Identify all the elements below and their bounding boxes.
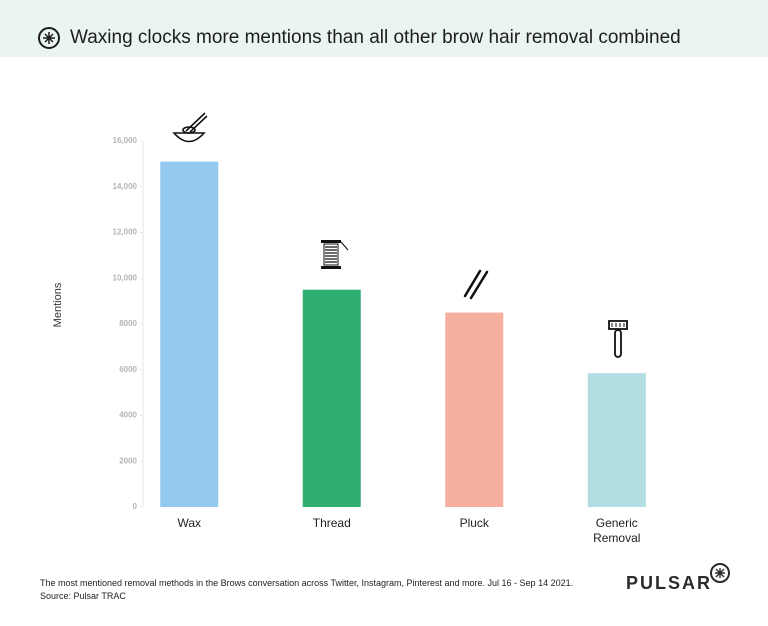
x-tick-label: Pluck <box>459 516 489 530</box>
y-tick-label: 6000 <box>119 365 137 374</box>
logo-icon <box>38 27 60 49</box>
y-tick-label: 2000 <box>119 456 137 465</box>
source-note: Source: Pulsar TRAC <box>40 591 126 601</box>
y-tick-label: 4000 <box>119 411 137 420</box>
bar <box>160 161 219 507</box>
chart-title: Waxing clocks more mentions than all oth… <box>70 27 681 48</box>
y-tick-label: 12,000 <box>113 228 138 237</box>
razor-icon <box>608 320 628 358</box>
bar <box>302 289 361 507</box>
wax-icon <box>172 112 208 143</box>
brand-icon <box>710 563 730 583</box>
thread-icon <box>321 240 349 269</box>
bar <box>587 373 646 507</box>
y-tick-label: 14,000 <box>113 182 138 191</box>
y-tick-label: 0 <box>133 502 138 511</box>
x-tick-label: Generic Removal <box>593 516 641 545</box>
tweezers-icon <box>463 269 489 300</box>
y-tick-label: 16,000 <box>113 136 138 145</box>
header-band <box>0 0 768 57</box>
footnote: The most mentioned removal methods in th… <box>40 578 574 588</box>
y-axis-label: Mentions <box>52 282 64 327</box>
y-tick-label: 10,000 <box>113 273 138 282</box>
y-tick-label: 8000 <box>119 319 137 328</box>
x-tick-label: Wax <box>177 516 202 530</box>
x-tick-label: Thread <box>312 516 351 530</box>
brand: PULSAR <box>626 573 713 593</box>
bar <box>445 312 504 507</box>
